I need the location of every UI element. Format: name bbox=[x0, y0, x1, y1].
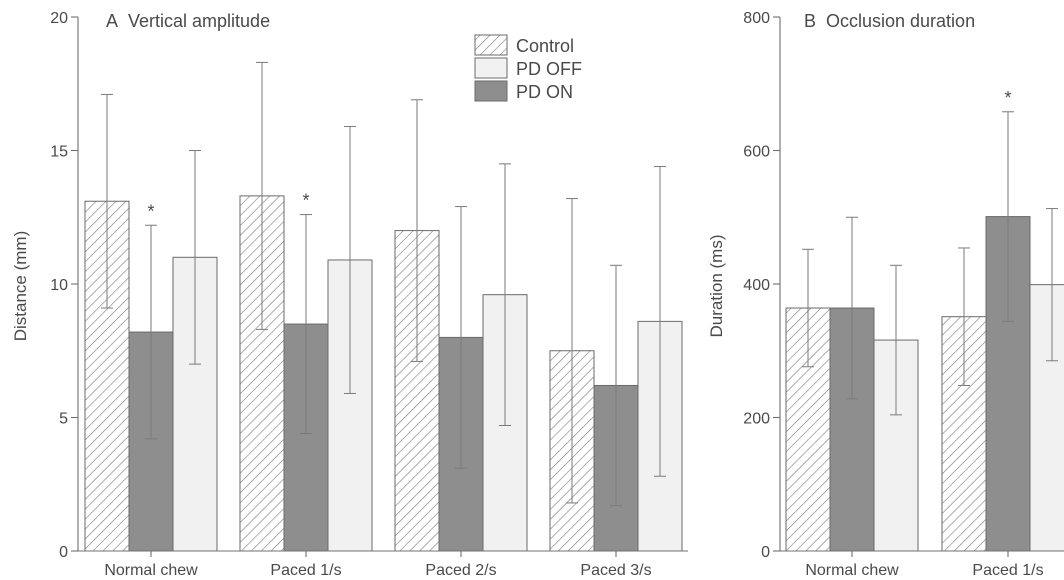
significance-marker: * bbox=[302, 191, 309, 211]
legend-label-pd-on: PD ON bbox=[516, 82, 573, 102]
y-tick-label: 600 bbox=[743, 144, 770, 161]
x-tick-label: Paced 1/s bbox=[270, 562, 341, 579]
plot-area: * * 0 5 10 15 20 Normal chew Paced 1/s Paced 2/s P… bbox=[50, 10, 688, 579]
panel-a-letter: A bbox=[106, 11, 118, 31]
panel-b-y-axis-label: Duration (ms) bbox=[707, 235, 726, 338]
y-tick-label: 0 bbox=[761, 544, 770, 561]
panel-a-title: Vertical amplitude bbox=[128, 11, 270, 31]
legend-label-pd-off: PD OFF bbox=[516, 59, 582, 79]
x-tick-label: Paced 1/s bbox=[972, 562, 1043, 579]
legend-swatch-control bbox=[474, 34, 508, 56]
y-tick-label: 200 bbox=[743, 411, 770, 428]
x-tick-label: Normal chew bbox=[805, 562, 899, 579]
legend: Control PD OFF PD ON bbox=[474, 34, 582, 102]
y-tick-label: 20 bbox=[50, 10, 68, 27]
legend-swatch-pd-on bbox=[474, 80, 508, 102]
y-tick-label: 15 bbox=[50, 144, 68, 161]
y-tick-label: 10 bbox=[50, 277, 68, 294]
significance-marker: * bbox=[147, 201, 154, 221]
y-tick-label: 0 bbox=[59, 544, 68, 561]
panel-b-letter: B bbox=[804, 11, 816, 31]
significance-marker: * bbox=[1004, 88, 1011, 108]
legend-label-control: Control bbox=[516, 36, 574, 56]
plot-area: * 0 200 400 600 800 Normal chew Paced 1/s bbox=[743, 10, 1064, 579]
x-tick-label: Paced 2/s bbox=[425, 562, 496, 579]
x-tick-label: Paced 3/s bbox=[580, 562, 651, 579]
legend-swatch-pd-off bbox=[474, 57, 508, 79]
panel-b-occlusion-duration: B Occlusion duration Duration (ms) * 0 200… bbox=[707, 10, 1064, 579]
panel-b-title: Occlusion duration bbox=[826, 11, 975, 31]
x-tick-label: Normal chew bbox=[104, 562, 198, 579]
y-tick-label: 800 bbox=[743, 10, 770, 27]
panel-a-vertical-amplitude: A Vertical amplitude Distance (mm) * * 0 5 1… bbox=[11, 10, 688, 579]
y-tick-label: 400 bbox=[743, 277, 770, 294]
y-tick-label: 5 bbox=[59, 411, 68, 428]
bar-pd-off bbox=[1029, 284, 1064, 552]
panel-a-y-axis-label: Distance (mm) bbox=[11, 231, 30, 342]
